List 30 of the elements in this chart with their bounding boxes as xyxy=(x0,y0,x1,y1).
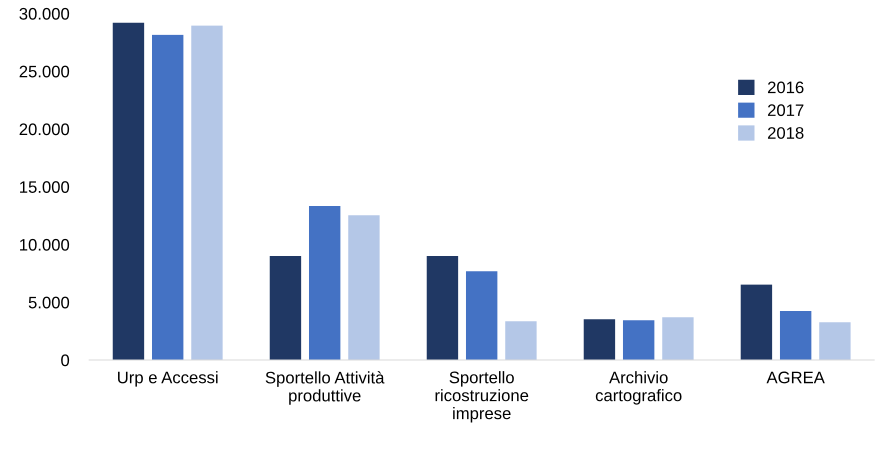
y-tick-label: 15.000 xyxy=(20,181,70,193)
y-tick-label: 30.000 xyxy=(19,8,70,20)
y-tick-label: 0 xyxy=(61,354,70,366)
bar xyxy=(270,256,302,360)
y-tick-label: 25.000 xyxy=(20,66,70,78)
bar xyxy=(152,34,184,360)
bar xyxy=(780,311,812,360)
bar xyxy=(191,26,223,360)
bar xyxy=(740,284,772,360)
bar xyxy=(584,319,616,360)
bar xyxy=(348,215,380,360)
bar xyxy=(819,322,851,360)
x-tick-label: Archivio cartografico xyxy=(596,371,682,405)
bar xyxy=(466,271,498,360)
y-tick-label: 10.000 xyxy=(20,238,70,251)
bar xyxy=(662,317,694,360)
x-tick-label: Urp e Accessi xyxy=(118,371,218,387)
x-tick-label: AGREA xyxy=(766,372,825,384)
bar xyxy=(505,321,537,360)
legend-label: 2018 xyxy=(768,127,804,139)
legend-label: 2017 xyxy=(768,104,804,116)
x-tick-label: Sportello Attività produttive xyxy=(266,371,384,405)
bar xyxy=(112,22,144,360)
y-tick-label: 20.000 xyxy=(20,123,70,136)
bar xyxy=(622,320,654,360)
legend-label: 2016 xyxy=(768,82,804,94)
y-tick-label: 5.000 xyxy=(28,296,70,308)
bar xyxy=(426,256,458,360)
x-tick-label: Sportello ricostruzione imprese xyxy=(436,371,528,423)
bar xyxy=(308,206,340,360)
